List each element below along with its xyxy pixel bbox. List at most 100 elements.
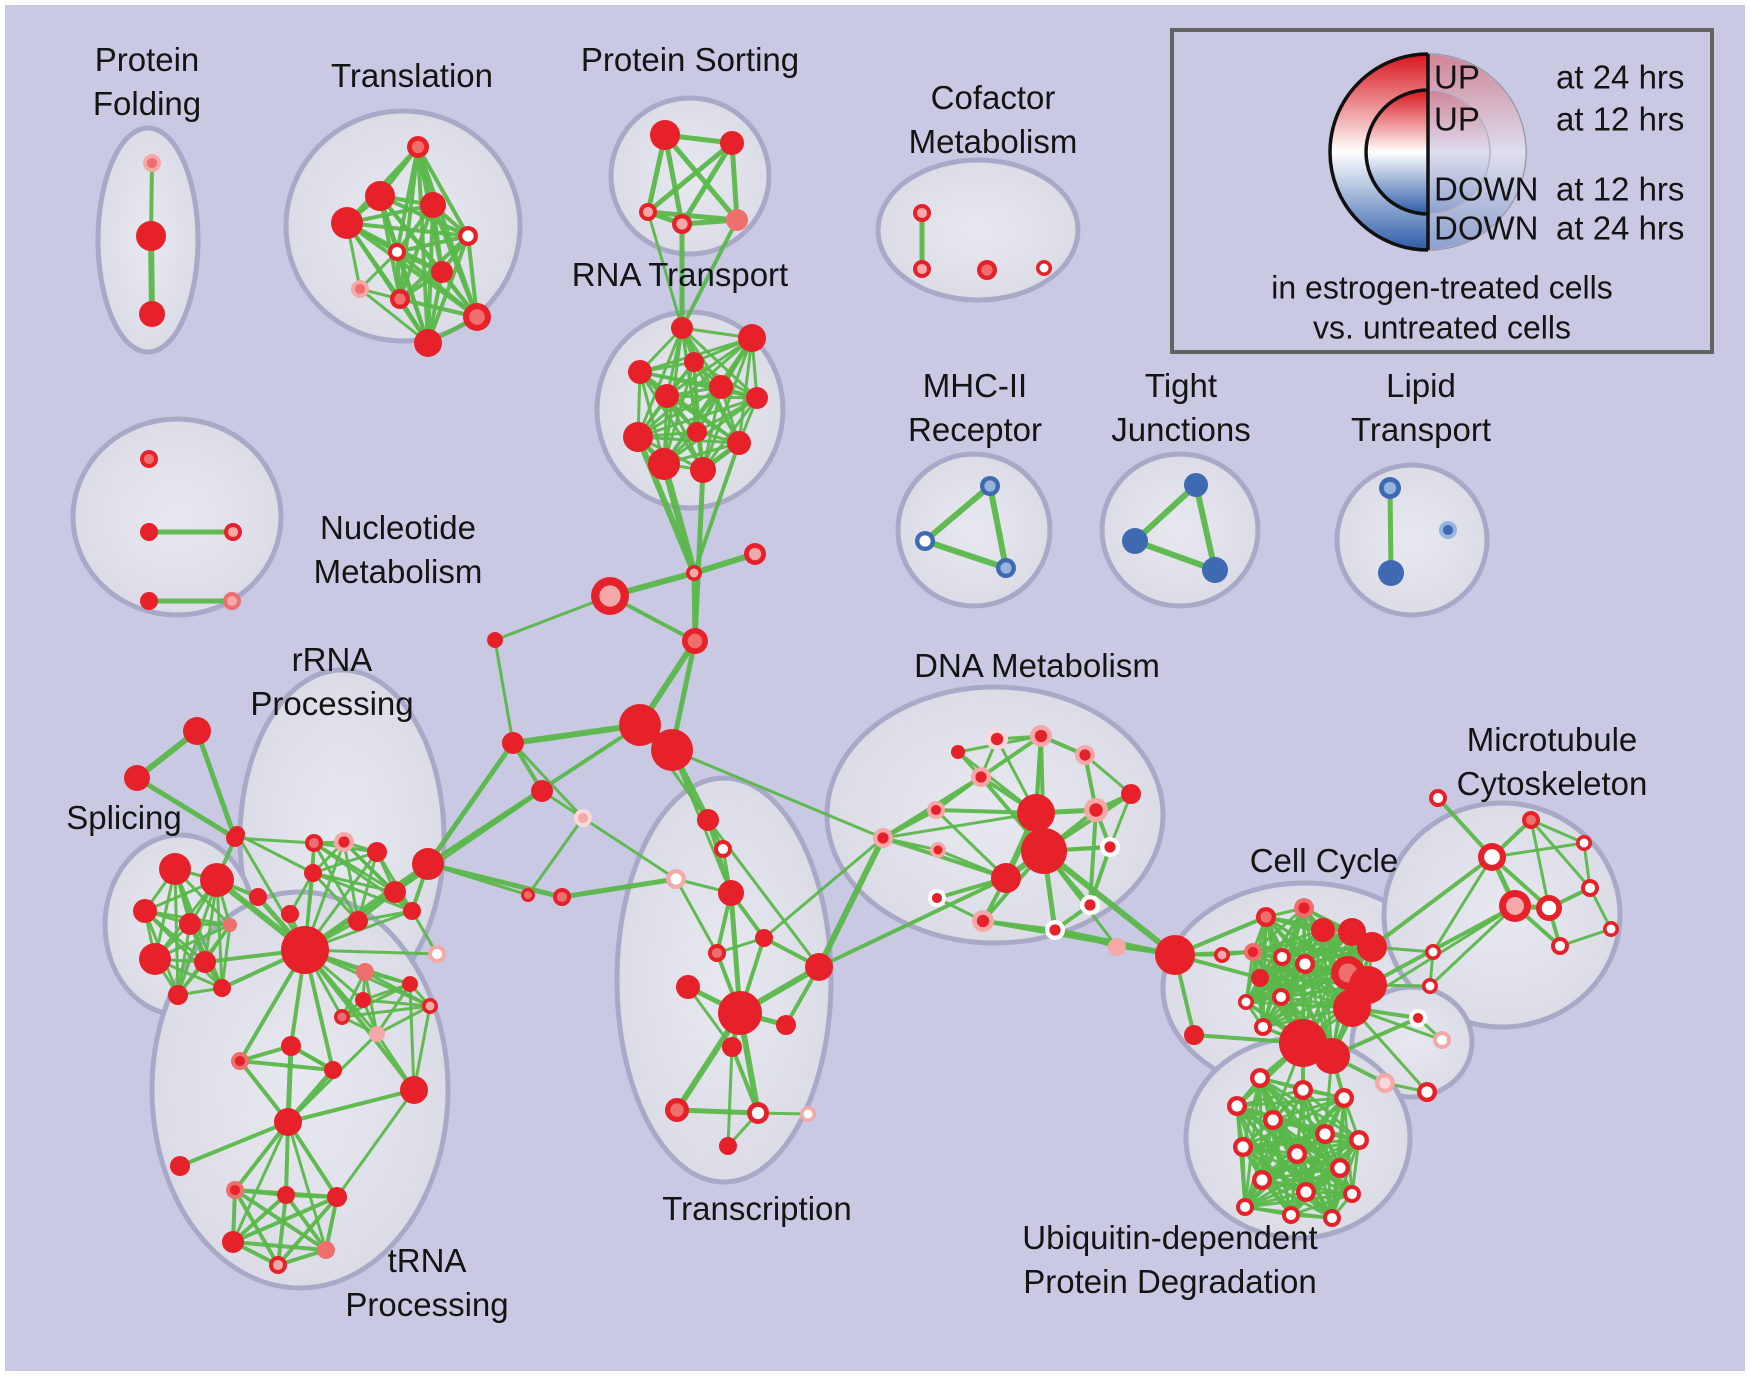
protein-folding-node-1 (136, 221, 166, 251)
rrna-processing-node-9 (403, 902, 421, 920)
network-edge (1289, 1192, 1354, 1217)
cell-cycle-node-0 (1155, 935, 1195, 975)
network-edge (425, 861, 565, 900)
microtubule-cytoskeleton-node-2 (1522, 811, 1540, 829)
tight-junctions-ellipse (1099, 451, 1261, 609)
network-edge (231, 1195, 339, 1244)
ubiquitin-degradation-node-1 (1293, 1080, 1313, 1100)
network-edge (231, 1240, 328, 1252)
cell-cycle-node-20 (1425, 944, 1441, 960)
network-edge (662, 132, 740, 223)
translation-node-7 (351, 280, 369, 298)
connectors-node-6 (502, 732, 524, 754)
dna-metabolism-node-12 (1100, 837, 1120, 857)
lipid-transport-node-0 (1379, 477, 1401, 499)
network-edge (235, 832, 315, 875)
legend-time-1: at 12 hrs (1556, 101, 1684, 138)
network-edge (636, 385, 723, 439)
network-edge (1280, 945, 1374, 959)
dna-metabolism-node-14 (972, 910, 994, 932)
dna-metabolism-node-0 (873, 828, 893, 848)
network-edge (426, 234, 470, 345)
splicing-node-0 (183, 717, 211, 745)
cell-cycle-node-14 (1238, 994, 1254, 1010)
network-edge (726, 1045, 734, 1148)
rrna-processing-node-15 (422, 998, 438, 1014)
cell-cycle-node-2 (1256, 907, 1276, 927)
cell-cycle-node-5 (1338, 918, 1366, 946)
splicing-node-12 (213, 979, 231, 997)
transcription-node-9 (776, 1015, 796, 1035)
network-edge (1428, 904, 1517, 988)
translation-node-3 (420, 192, 446, 218)
ubiquitin-degradation-node-13 (1236, 1198, 1254, 1216)
rrna-processing-node-18 (281, 1036, 301, 1056)
rna-transport-node-1 (738, 324, 766, 352)
cell-cycle-node-1 (1184, 1025, 1204, 1045)
trna-processing-node-6 (317, 1241, 335, 1259)
splicing-node-11 (168, 985, 188, 1005)
network-edge (1088, 808, 1098, 907)
network-nodes (124, 120, 1619, 1274)
transcription-node-8 (718, 991, 762, 1035)
ubiquitin-degradation-node-0 (1250, 1068, 1270, 1088)
network-edge (233, 1188, 280, 1267)
rrna-processing-node-4 (412, 848, 444, 880)
rrna-processing-node-11 (428, 945, 446, 963)
nucleotide-metabolism-label: Nucleotide Metabolism (314, 509, 483, 590)
network-edge (1370, 855, 1494, 949)
network-edge (238, 1059, 335, 1072)
rna-transport-node-2 (628, 360, 652, 384)
network-edge (1260, 1178, 1334, 1220)
rrna-processing-node-6 (384, 881, 406, 903)
dna-metabolism-node-5 (927, 801, 945, 819)
cell-cycle-node-10 (1244, 943, 1262, 961)
lipid-transport-node-1 (1439, 521, 1457, 539)
rna-transport-label: RNA Transport (572, 256, 788, 293)
transcription-node-3 (718, 880, 744, 906)
network-edge (375, 982, 412, 1036)
network-edge (1258, 1076, 1327, 1136)
ubiquitin-degradation-node-8 (1287, 1144, 1307, 1164)
connectors-node-7 (531, 780, 553, 802)
network-edge (730, 1045, 760, 1115)
mhc-ii-receptor-node-2 (996, 558, 1016, 578)
ubiquitin-degradation-node-5 (1315, 1124, 1335, 1144)
network-edge (361, 998, 432, 1008)
microtubule-cytoskeleton-node-7 (1551, 937, 1569, 955)
translation-node-2 (331, 207, 363, 239)
rrna-processing-node-14 (355, 992, 371, 1008)
rna-transport-node-11 (690, 457, 716, 483)
network-edge (981, 919, 1057, 932)
rrna-processing-node-10 (281, 926, 329, 974)
transcription-node-7 (676, 975, 700, 999)
network-edge (670, 748, 885, 840)
network-edge (987, 483, 1009, 571)
network-edge (1260, 1166, 1342, 1182)
rna-transport-node-5 (709, 375, 733, 399)
translation-node-8 (390, 289, 410, 309)
network-edge (1241, 1145, 1247, 1209)
dna-metabolism-node-13 (928, 889, 946, 907)
cell-cycle-node-3 (1294, 898, 1314, 918)
rna-transport-node-8 (687, 422, 707, 442)
network-edge (1271, 1096, 1346, 1122)
trna-processing-node-3 (277, 1186, 295, 1204)
legend-direction-0: UP (1434, 59, 1480, 96)
rrna-processing-node-7 (281, 905, 299, 923)
dna-metabolism-node-9 (1021, 828, 1067, 874)
network-edge (638, 370, 705, 472)
rrna-processing-node-12 (356, 963, 374, 981)
microtubule-cytoskeleton-node-0 (1429, 789, 1447, 807)
network-edge (231, 1120, 290, 1244)
dna-metabolism-node-7 (1121, 784, 1141, 804)
transcription-node-10 (722, 1037, 742, 1057)
network-edge (143, 909, 224, 990)
dna-metabolism-node-8 (1017, 794, 1055, 832)
nucleotide-metabolism-node-1 (140, 523, 158, 541)
network-edge (1132, 538, 1218, 573)
connectors-node-9 (521, 888, 535, 902)
ubiquitin-degradation-node-3 (1227, 1096, 1247, 1116)
rna-transport-node-9 (727, 431, 751, 455)
